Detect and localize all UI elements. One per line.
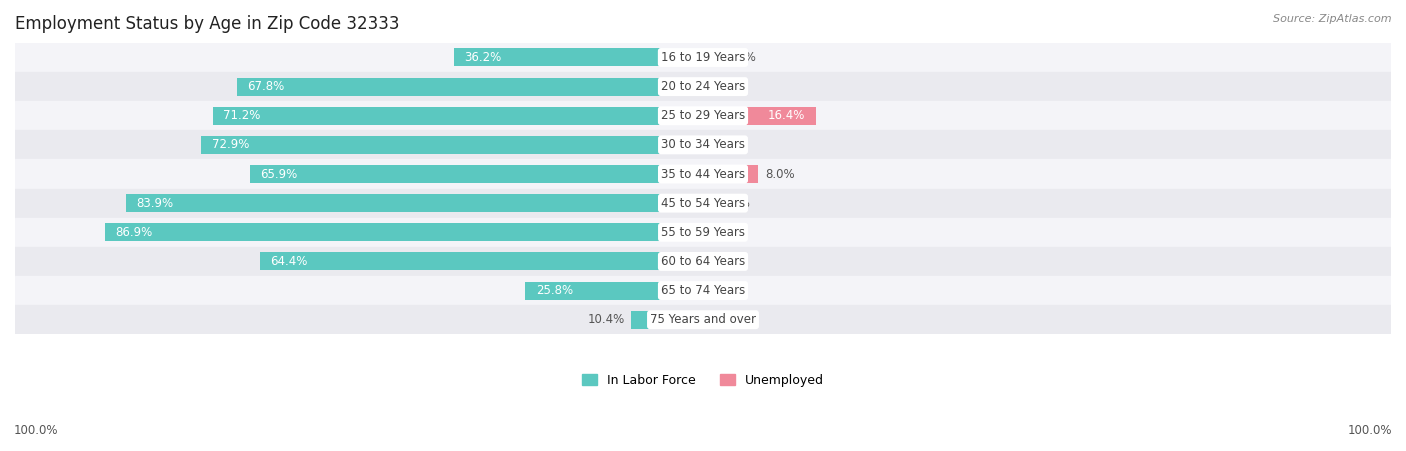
- Bar: [214, 107, 703, 125]
- Text: 20 to 24 Years: 20 to 24 Years: [661, 80, 745, 93]
- Text: 25 to 29 Years: 25 to 29 Years: [661, 109, 745, 122]
- Text: 0.0%: 0.0%: [710, 313, 740, 326]
- Text: 10.4%: 10.4%: [588, 313, 624, 326]
- Text: 72.9%: 72.9%: [212, 138, 249, 152]
- Bar: [703, 136, 707, 154]
- Bar: [15, 43, 1391, 72]
- Text: 0.5%: 0.5%: [713, 226, 742, 239]
- Bar: [703, 223, 706, 241]
- Text: 75 Years and over: 75 Years and over: [650, 313, 756, 326]
- Text: 36.2%: 36.2%: [464, 51, 502, 64]
- Text: 65.9%: 65.9%: [260, 167, 297, 180]
- Text: 100.0%: 100.0%: [14, 424, 59, 437]
- Text: Employment Status by Age in Zip Code 32333: Employment Status by Age in Zip Code 323…: [15, 15, 399, 33]
- Text: 67.8%: 67.8%: [247, 80, 284, 93]
- Bar: [15, 130, 1391, 160]
- Text: 65 to 74 Years: 65 to 74 Years: [661, 284, 745, 297]
- Text: 83.9%: 83.9%: [136, 197, 173, 210]
- Text: 0.7%: 0.7%: [714, 138, 744, 152]
- Bar: [15, 101, 1391, 130]
- Bar: [631, 311, 703, 329]
- Text: 86.9%: 86.9%: [115, 226, 153, 239]
- Text: Source: ZipAtlas.com: Source: ZipAtlas.com: [1274, 14, 1392, 23]
- Text: 8.0%: 8.0%: [765, 167, 794, 180]
- Text: 64.4%: 64.4%: [270, 255, 308, 268]
- Text: 35 to 44 Years: 35 to 44 Years: [661, 167, 745, 180]
- Text: 0.0%: 0.0%: [710, 284, 740, 297]
- Bar: [15, 247, 1391, 276]
- Text: 2.4%: 2.4%: [727, 51, 756, 64]
- Legend: In Labor Force, Unemployed: In Labor Force, Unemployed: [576, 369, 830, 392]
- Text: 30 to 34 Years: 30 to 34 Years: [661, 138, 745, 152]
- Text: 55 to 59 Years: 55 to 59 Years: [661, 226, 745, 239]
- Bar: [15, 276, 1391, 305]
- Text: 45 to 54 Years: 45 to 54 Years: [661, 197, 745, 210]
- Text: 0.0%: 0.0%: [710, 80, 740, 93]
- Bar: [260, 253, 703, 271]
- Text: 16 to 19 Years: 16 to 19 Years: [661, 51, 745, 64]
- Bar: [15, 305, 1391, 334]
- Bar: [125, 194, 703, 212]
- Bar: [15, 218, 1391, 247]
- Text: 1.6%: 1.6%: [721, 197, 751, 210]
- Text: 60 to 64 Years: 60 to 64 Years: [661, 255, 745, 268]
- Text: 71.2%: 71.2%: [224, 109, 262, 122]
- Bar: [15, 189, 1391, 218]
- Text: 25.8%: 25.8%: [536, 284, 572, 297]
- Bar: [15, 160, 1391, 189]
- Text: 0.0%: 0.0%: [710, 255, 740, 268]
- Bar: [454, 48, 703, 66]
- Bar: [703, 194, 714, 212]
- Bar: [526, 281, 703, 299]
- Bar: [250, 165, 703, 183]
- Bar: [236, 78, 703, 96]
- Bar: [15, 72, 1391, 101]
- Bar: [703, 165, 758, 183]
- Text: 16.4%: 16.4%: [768, 109, 806, 122]
- Bar: [703, 48, 720, 66]
- Bar: [703, 107, 815, 125]
- Bar: [201, 136, 703, 154]
- Text: 100.0%: 100.0%: [1347, 424, 1392, 437]
- Bar: [105, 223, 703, 241]
